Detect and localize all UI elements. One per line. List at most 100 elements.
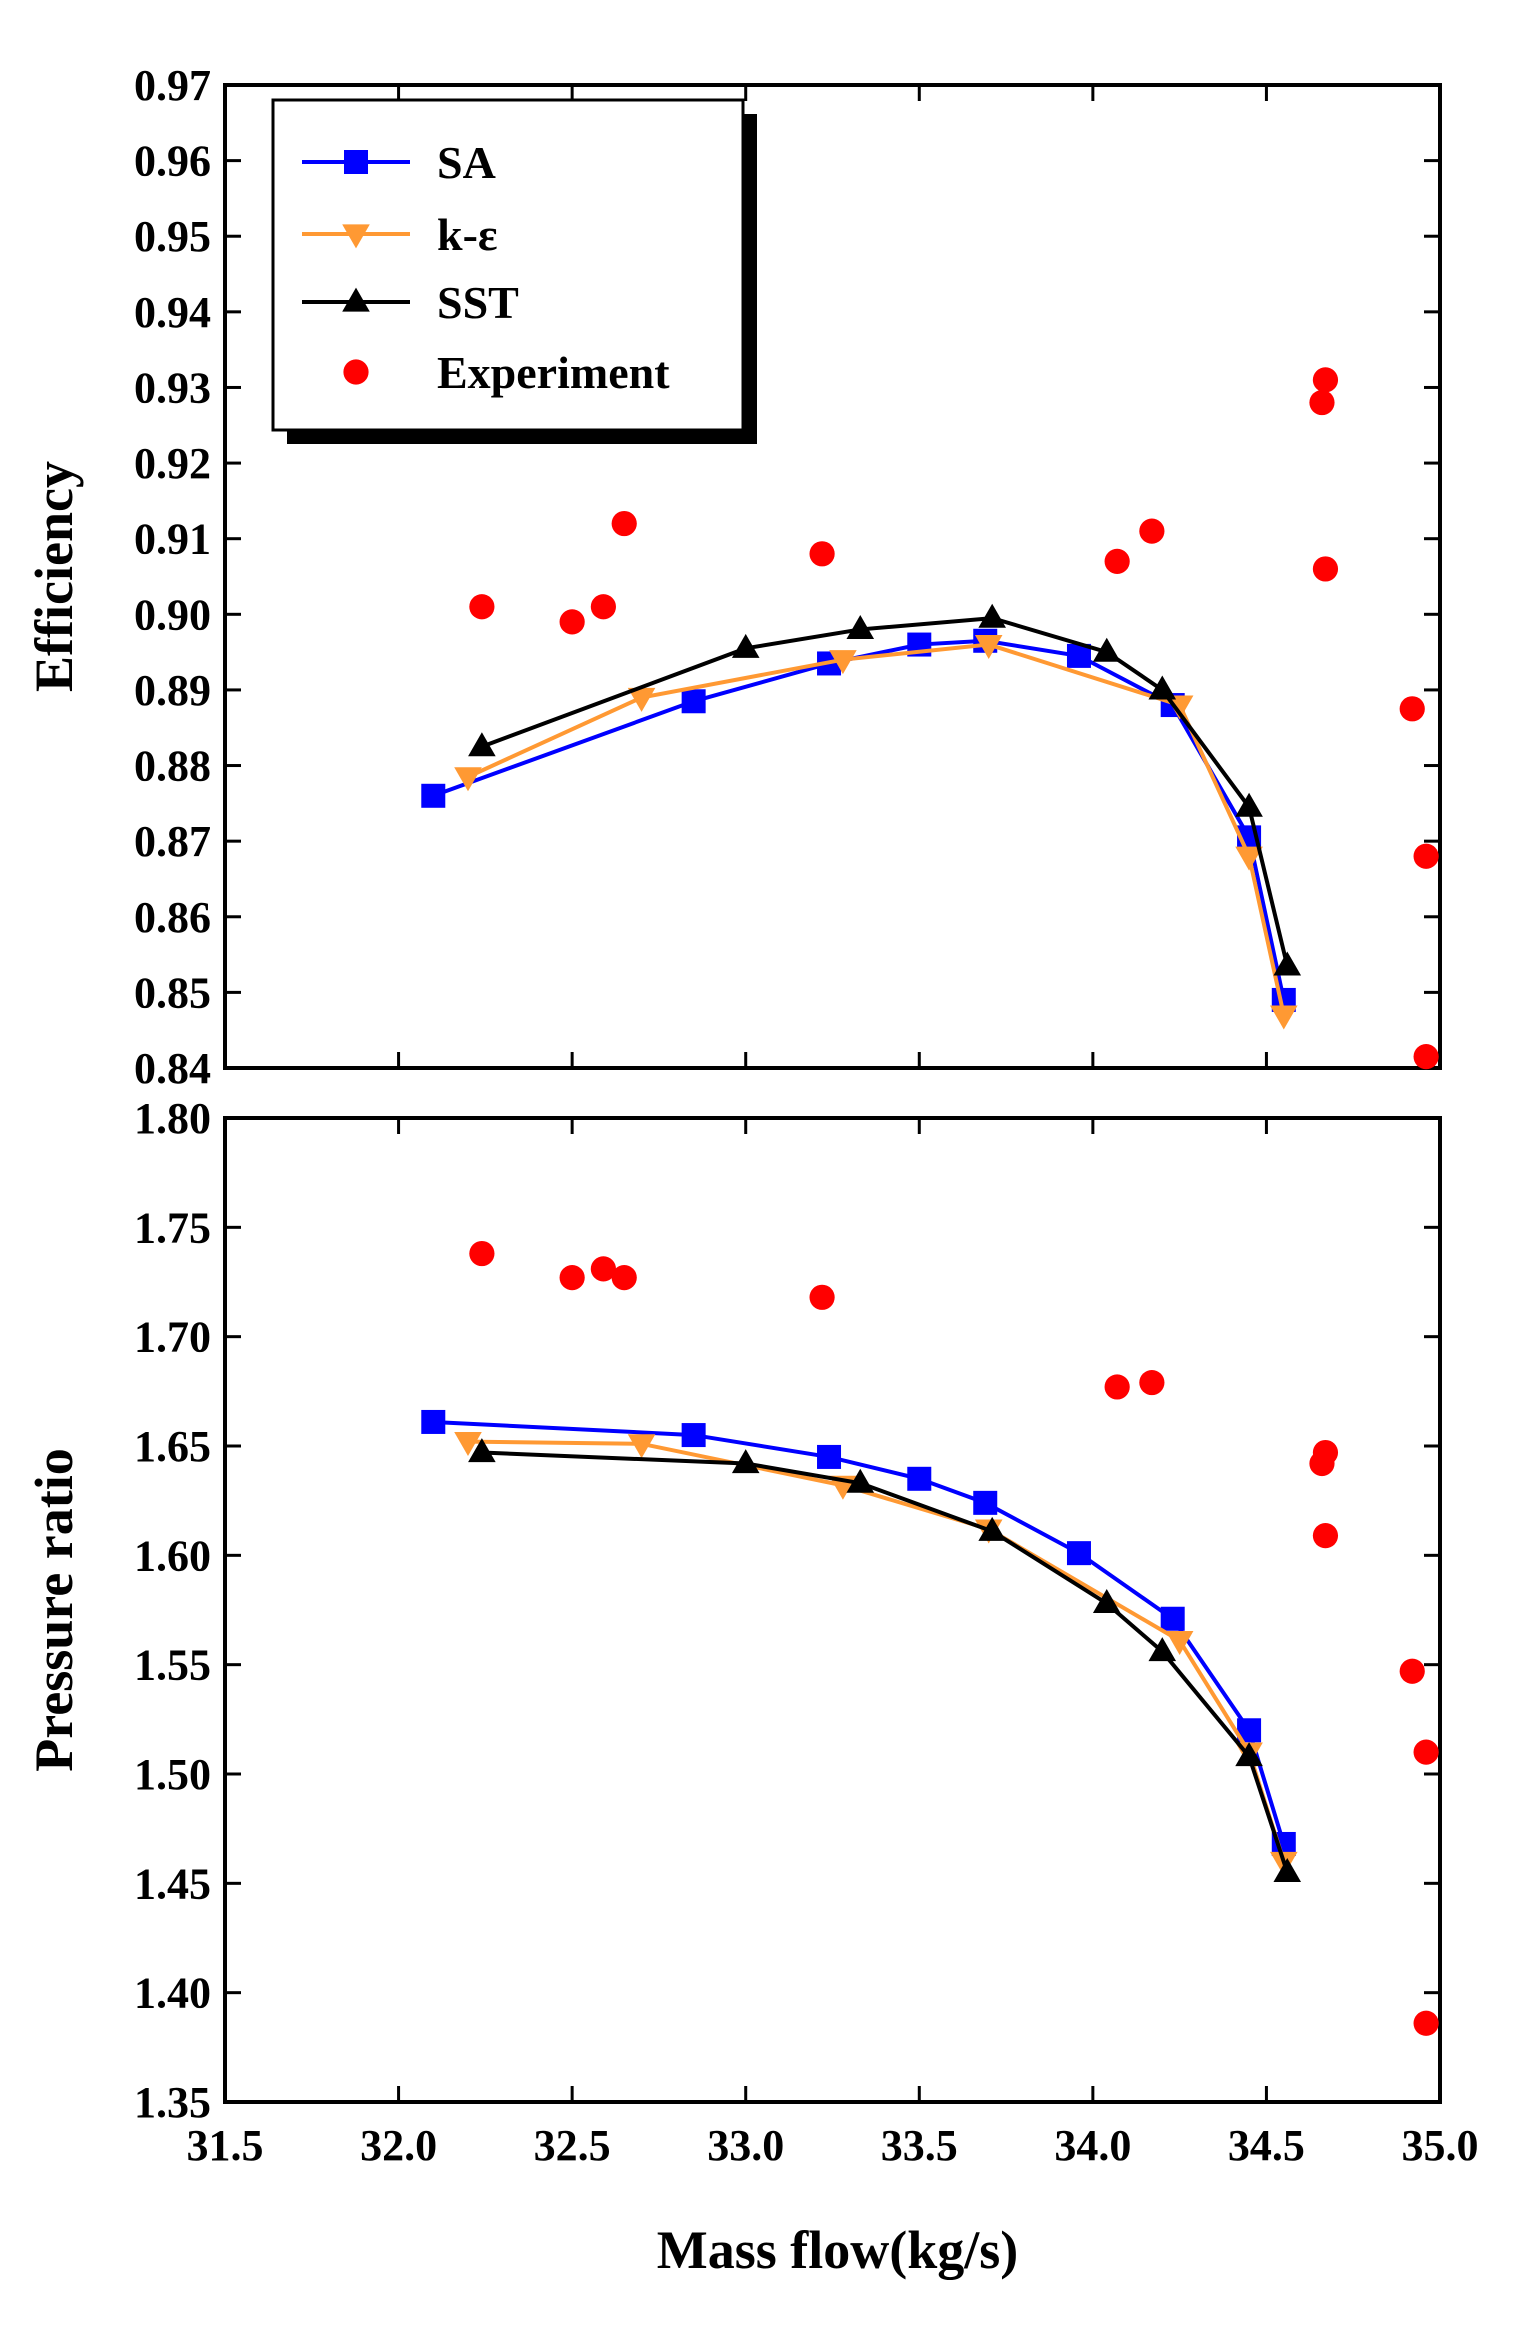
efficiency-ytick-label: 0.91 bbox=[134, 515, 211, 564]
efficiency-ytick-label: 0.87 bbox=[134, 817, 211, 866]
pressure-ratio-point-Exp: 34.67, 1.647 bbox=[1312, 1439, 1339, 1466]
pressure-ratio-point-SST: 34.04, 1.578 bbox=[1092, 1589, 1121, 1614]
efficiency-ytick-label: 0.94 bbox=[134, 288, 211, 337]
efficiency-point-ke: 32.7, 0.889 bbox=[627, 687, 656, 712]
efficiency-point-Exp: 34.67, 0.931 bbox=[1312, 367, 1339, 393]
pressure-ratio-ytick-label: 1.45 bbox=[134, 1859, 211, 1908]
pressure-ratio-point-Exp: 34.92, 1.547 bbox=[1399, 1658, 1425, 1684]
pressure-ratio-line-SST bbox=[481, 1450, 1290, 1874]
panel-pressure-ratio: 1.35 1.40 1.45 1.50 1.55 1.60 1.65 1.70 1.75 1.80… bbox=[24, 1094, 1442, 2127]
efficiency-point-SST: 33.71, 0.8995 bbox=[978, 603, 1006, 628]
legend-marker-SA bbox=[344, 150, 368, 174]
pressure-ratio-point-Exp: 34.96, 1.51 bbox=[1413, 1739, 1439, 1765]
efficiency-point-Exp: 33.22, 0.908 bbox=[809, 541, 835, 567]
pressure-ratio-point-Exp: 33.22, 1.718 bbox=[809, 1284, 835, 1310]
pressure-ratio-axis-title: Pressure ratio bbox=[24, 1448, 84, 1771]
x-tick-label: 34.5 bbox=[1228, 2121, 1305, 2170]
legend: SA k-ε SST Experiment bbox=[271, 98, 757, 444]
pressure-ratio-point-SST: 33.33, 1.633 bbox=[846, 1468, 875, 1493]
efficiency-ytick-label: 0.93 bbox=[134, 363, 211, 412]
efficiency-ytick-label: 0.89 bbox=[134, 666, 211, 715]
pressure-ratio-ytick-label: 1.65 bbox=[134, 1422, 211, 1471]
pressure-ratio-ytick-label: 1.40 bbox=[134, 1969, 211, 2018]
legend-label-SST: SST bbox=[437, 277, 519, 328]
pressure-ratio-ytick-label: 1.60 bbox=[134, 1531, 211, 1580]
legend-label-ke: k-ε bbox=[437, 209, 498, 260]
efficiency-point-Exp: 34.67, 0.906 bbox=[1312, 556, 1339, 582]
pressure-ratio-point-SA: 32.1, 1.661 bbox=[421, 1409, 446, 1434]
efficiency-point-SST: 34.45, 0.8745 bbox=[1235, 792, 1263, 817]
efficiency-point-SA: 32.1, 0.876 bbox=[421, 783, 446, 808]
pressure-ratio-frame bbox=[223, 1116, 1442, 2104]
legend-marker-ke bbox=[342, 224, 370, 249]
pressure-ratio-point-Exp: 32.59, 1.731 bbox=[590, 1256, 616, 1282]
efficiency-point-Exp: 34.07, 0.907 bbox=[1104, 548, 1130, 574]
efficiency-ytick-label: 0.96 bbox=[134, 137, 211, 186]
efficiency-point-ke: 34.45, 0.868 bbox=[1235, 846, 1263, 871]
efficiency-point-SST: 32.24, 0.8825 bbox=[468, 732, 496, 757]
efficiency-ytick-label: 0.92 bbox=[134, 439, 211, 488]
pressure-ratio-point-SA: 32.85, 1.655 bbox=[681, 1423, 706, 1448]
pressure-ratio-point-Exp: 34.67, 1.609 bbox=[1312, 1523, 1339, 1549]
efficiency-point-ke: 33.28, 0.894 bbox=[829, 650, 857, 675]
efficiency-ytick-label: 0.86 bbox=[134, 893, 211, 942]
efficiency-point-Exp: 34.66, 0.928 bbox=[1309, 389, 1335, 416]
pressure-ratio-ytick-label: 1.55 bbox=[134, 1641, 211, 1690]
pressure-ratio-point-ke: 34.25, 1.561 bbox=[1165, 1631, 1194, 1656]
legend-label-SA: SA bbox=[437, 137, 496, 188]
efficiency-ytick-label: 0.85 bbox=[134, 968, 211, 1017]
efficiency-point-ke: 34.55, 0.847 bbox=[1269, 1005, 1298, 1030]
efficiency-point-Exp: 32.5, 0.899 bbox=[559, 609, 585, 635]
efficiency-point-SST: 33.33, 0.898 bbox=[846, 615, 875, 640]
x-tick-label: 32.5 bbox=[534, 2121, 611, 2170]
efficiency-point-Exp: 34.17, 0.911 bbox=[1139, 518, 1165, 544]
x-tick-label: 35.0 bbox=[1402, 2121, 1479, 2170]
efficiency-ytick-label: 0.90 bbox=[134, 590, 211, 639]
pressure-ratio-point-SST: 34.56, 1.455 bbox=[1273, 1858, 1302, 1882]
efficiency-point-Exp: 32.59, 0.901 bbox=[590, 594, 616, 620]
pressure-ratio-ytick-label: 1.70 bbox=[134, 1313, 211, 1362]
pressure-ratio-ytick-label: 1.80 bbox=[134, 1094, 211, 1143]
efficiency-line-SST bbox=[481, 616, 1290, 967]
legend-label-Exp: Experiment bbox=[437, 347, 670, 398]
pressure-ratio-point-SA: 34.23, 1.571 bbox=[1160, 1606, 1185, 1631]
pressure-ratio-point-SA: 33.96, 1.601 bbox=[1066, 1541, 1091, 1566]
efficiency-line-ke bbox=[467, 642, 1286, 1016]
x-axis-title: Mass flow(kg/s) bbox=[657, 2220, 1019, 2280]
pressure-ratio-point-Exp: 34.17, 1.679 bbox=[1139, 1369, 1165, 1396]
pressure-ratio-ytick-label: 1.35 bbox=[134, 2078, 211, 2127]
efficiency-point-ke: 33.7, 0.896 bbox=[974, 634, 1003, 659]
x-tick-label: 33.0 bbox=[707, 2121, 784, 2170]
pressure-ratio-point-Exp: 32.5, 1.727 bbox=[559, 1265, 585, 1291]
efficiency-frame bbox=[223, 83, 1442, 1070]
panel-efficiency: 0.84 0.85 0.86 0.87 0.88 0.89 0.90 0.91 0.92 0.93… bbox=[24, 61, 1442, 1093]
pressure-ratio-ytick-label: 1.50 bbox=[134, 1750, 211, 1799]
efficiency-point-Exp: 32.24, 0.901 bbox=[469, 594, 495, 620]
x-tick-label: 34.0 bbox=[1054, 2121, 1131, 2170]
pressure-ratio-point-SA: 33.69, 1.624 bbox=[973, 1490, 998, 1515]
x-tick-label: 33.5 bbox=[881, 2121, 958, 2170]
efficiency-axis-title: Efficiency bbox=[24, 461, 84, 692]
pressure-ratio-point-SST: 34.2, 1.556 bbox=[1148, 1637, 1177, 1662]
efficiency-ytick-label: 0.95 bbox=[134, 212, 211, 261]
efficiency-ytick-label: 0.97 bbox=[134, 61, 211, 110]
efficiency-ytick-label: 0.88 bbox=[134, 742, 211, 791]
efficiency-point-ke: 32.2, 0.8785 bbox=[454, 767, 482, 792]
pressure-ratio-point-SST: 34.45, 1.508 bbox=[1235, 1742, 1263, 1767]
pressure-ratio-point-Exp: 34.07, 1.677 bbox=[1104, 1374, 1130, 1400]
pressure-ratio-point-SA: 33.5, 1.635 bbox=[907, 1466, 932, 1491]
x-tick-label: 32.0 bbox=[360, 2121, 437, 2170]
pressure-ratio-point-ke: 32.7, 1.651 bbox=[627, 1434, 656, 1459]
pressure-ratio-point-SST: 33.71, 1.611 bbox=[978, 1516, 1006, 1541]
x-tick-label: 31.5 bbox=[187, 2121, 264, 2170]
efficiency-point-SST: 34.04, 0.895 bbox=[1092, 637, 1121, 662]
pressure-ratio-point-Exp: 32.65, 1.727 bbox=[611, 1265, 637, 1291]
pressure-ratio-point-SA: 33.24, 1.645 bbox=[817, 1444, 842, 1469]
pressure-ratio-point-Exp: 34.96, 1.386 bbox=[1413, 2010, 1439, 2036]
efficiency-point-SST: 34.56, 0.8535 bbox=[1273, 951, 1302, 976]
legend-marker-Exp bbox=[343, 359, 369, 385]
legend-marker-SST bbox=[342, 287, 370, 312]
pressure-ratio-point-SST: 33, 1.642 bbox=[731, 1449, 760, 1474]
pressure-ratio-ytick-label: 1.75 bbox=[134, 1203, 211, 1252]
